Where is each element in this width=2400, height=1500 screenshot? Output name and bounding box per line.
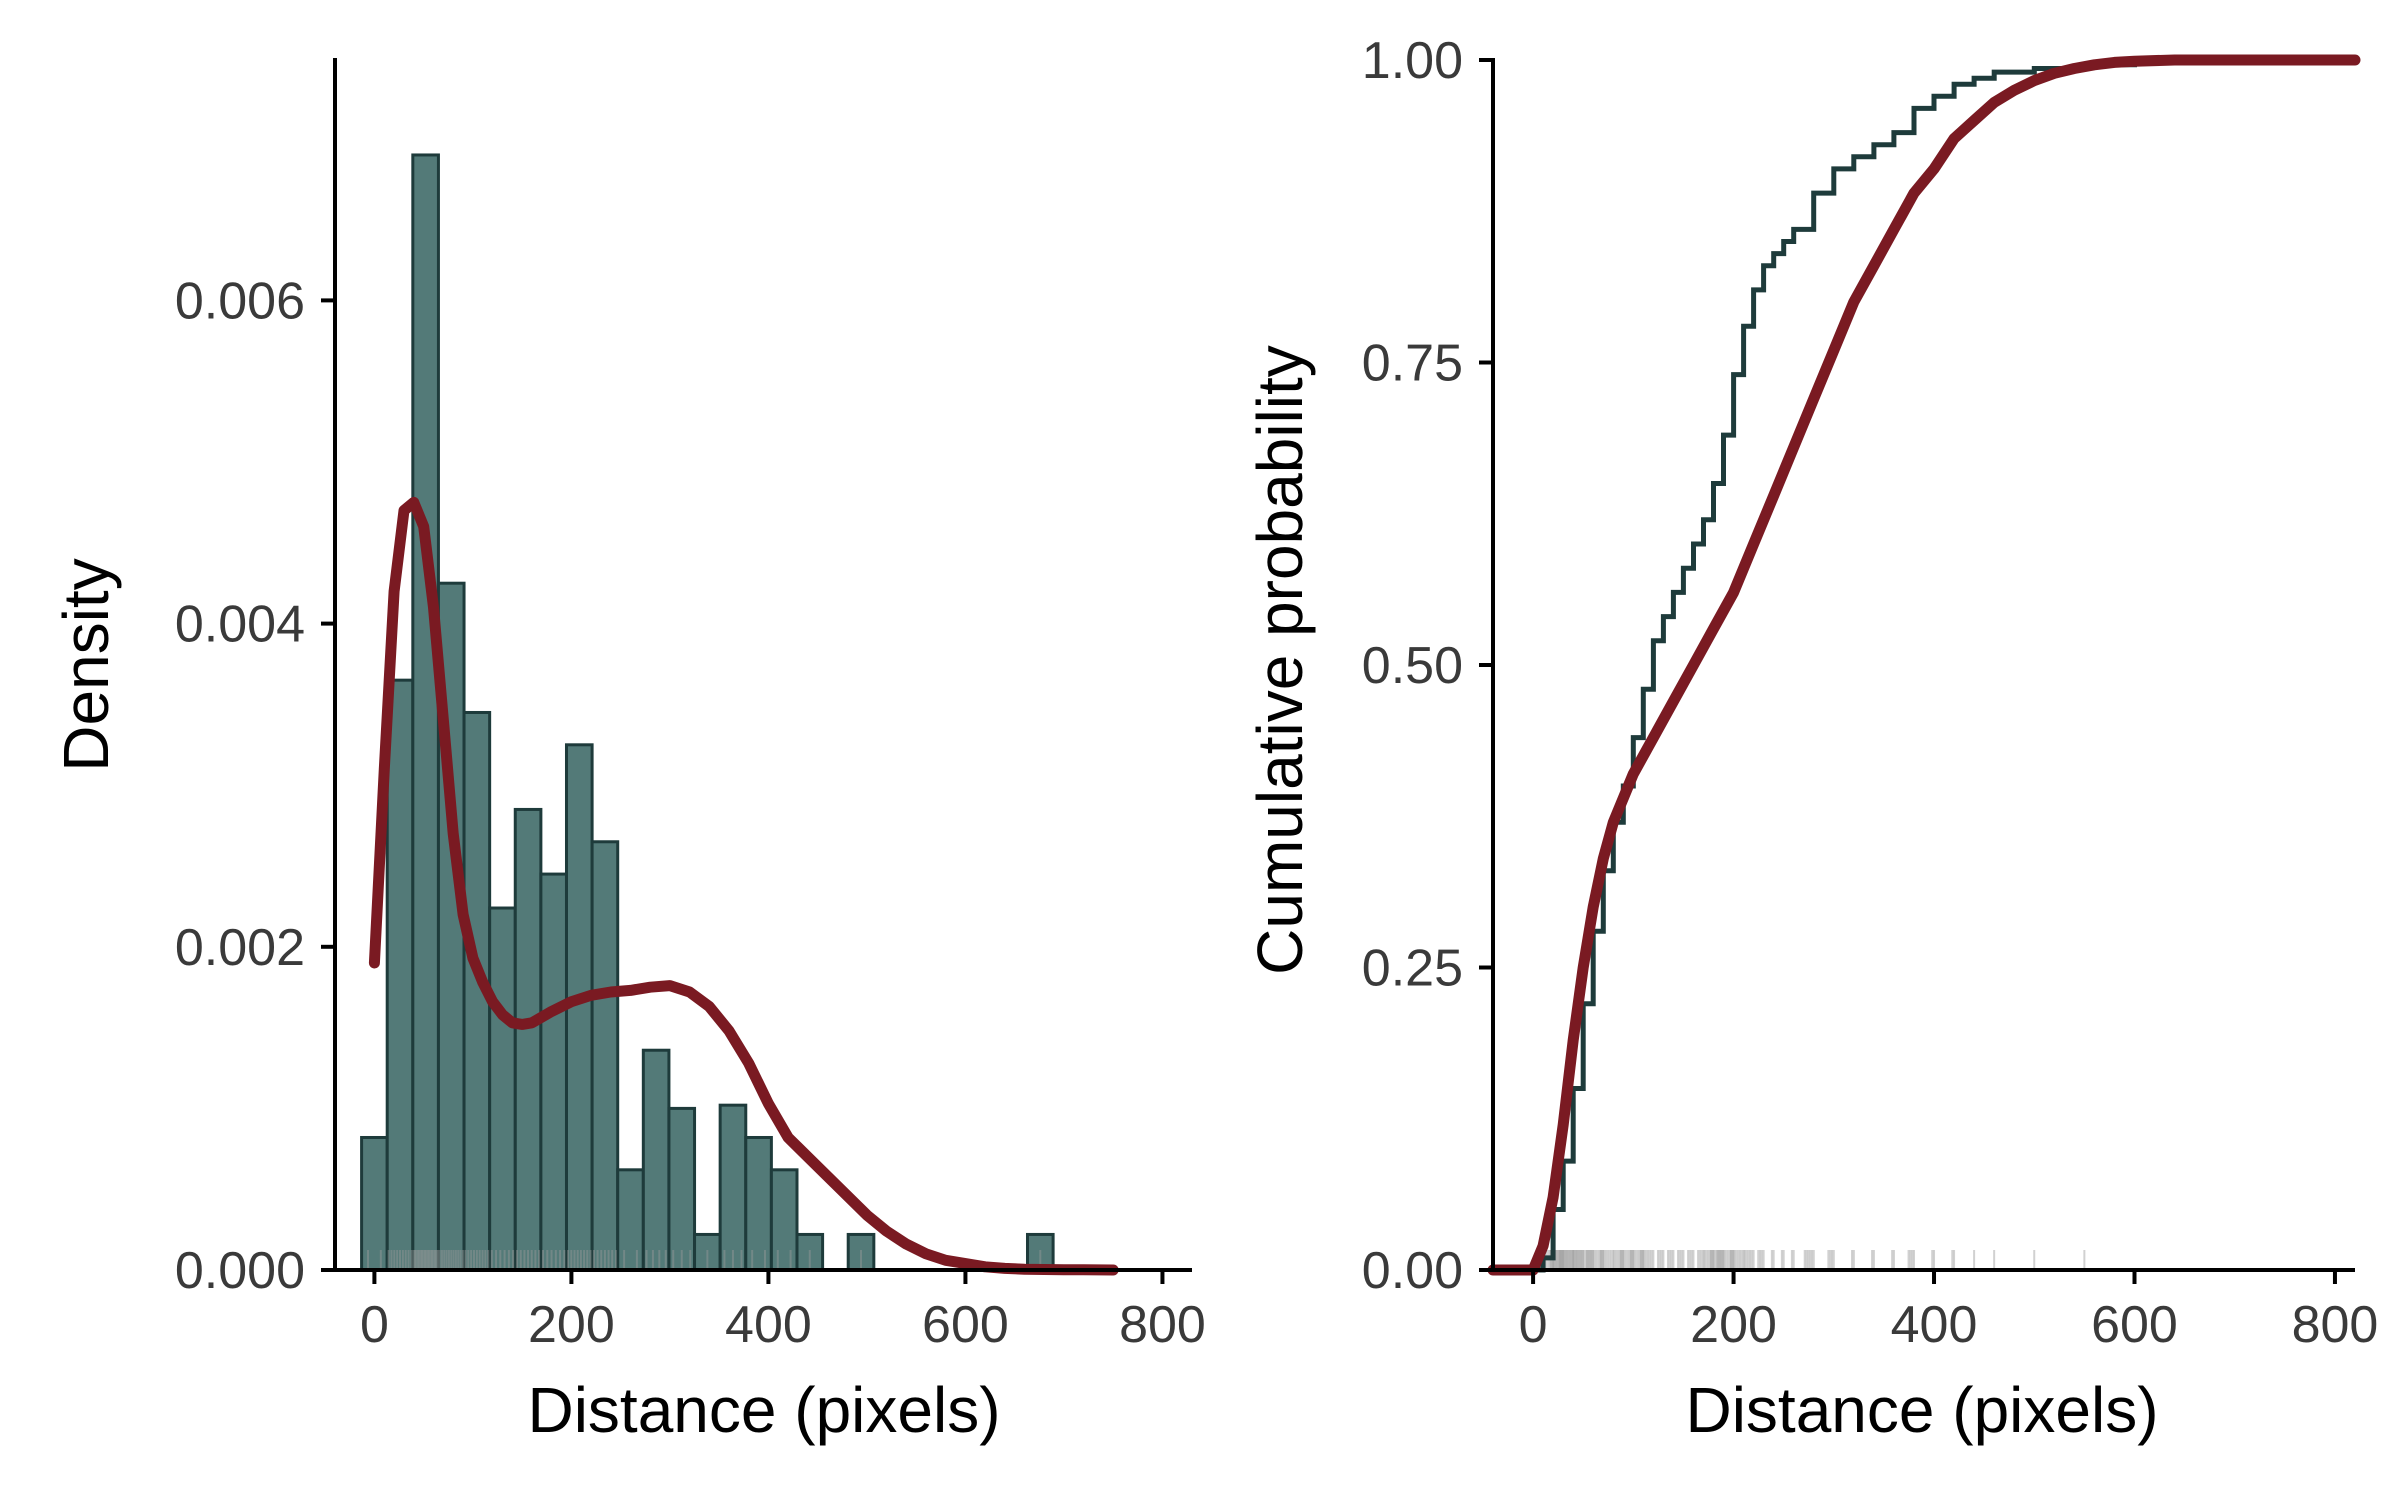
histogram-y-axis-label: Density	[50, 558, 122, 771]
ecdf-x-axis-label: Distance (pixels)	[1685, 1374, 2158, 1446]
ecdf-y-tick-label: 0.00	[1362, 1242, 1463, 1300]
ecdf-lines	[1487, 54, 2361, 1276]
histogram-bar	[411, 153, 440, 1272]
histogram-axes: 0 200 400 600 800 0.000 0.002 0.004 0.006	[175, 58, 1206, 1354]
histogram-y-tick-label: 0.002	[175, 919, 305, 977]
ecdf-x-tick-label: 800	[2292, 1296, 2379, 1354]
ecdf-panel: 0 200 400 600 800 0.00 0.25 0.50 0.75 1.00 Distan…	[1244, 32, 2378, 1446]
theoretical-cdf-line	[1487, 54, 2361, 1276]
ecdf-rug	[1539, 1250, 2086, 1270]
ecdf-x-tick-label: 400	[1891, 1296, 1978, 1354]
ecdf-y-tick-label: 0.50	[1362, 637, 1463, 695]
histogram-x-tick-label: 400	[725, 1296, 812, 1354]
ecdf-step-line	[1493, 57, 2355, 1273]
ecdf-x-tick-label: 600	[2091, 1296, 2178, 1354]
histogram-y-tick-label: 0.004	[175, 596, 305, 654]
ecdf-y-tick-label: 1.00	[1362, 32, 1463, 90]
histogram-bar	[488, 906, 517, 1272]
ecdf-y-tick-label: 0.75	[1362, 335, 1463, 393]
histogram-bar	[641, 1048, 671, 1272]
histogram-x-tick-label: 600	[922, 1296, 1009, 1354]
histogram-bar	[590, 840, 620, 1272]
density-curve-group	[368, 496, 1119, 1276]
histogram-bar	[769, 1168, 799, 1272]
ecdf-x-tick-label: 0	[1519, 1296, 1548, 1354]
histogram-x-tick-label: 800	[1119, 1296, 1206, 1354]
histogram-panel: 0 200 400 600 800 0.000 0.002 0.004 0.006 Distan…	[50, 58, 1206, 1446]
histogram-bar	[360, 1135, 389, 1272]
ecdf-axes: 0 200 400 600 800 0.00 0.25 0.50 0.75 1.00	[1362, 32, 2379, 1354]
histogram-bar	[539, 872, 568, 1272]
histogram-bar	[616, 1168, 645, 1272]
histogram-bar	[513, 807, 543, 1272]
histogram-bar	[744, 1135, 773, 1272]
histogram-y-tick-label: 0.006	[175, 272, 305, 330]
histogram-bar	[667, 1106, 697, 1272]
histogram-y-tick-label: 0.000	[175, 1242, 305, 1300]
histogram-x-tick-label: 200	[528, 1296, 615, 1354]
histogram-x-axis-label: Distance (pixels)	[527, 1374, 1000, 1446]
histogram-bar	[846, 1232, 876, 1272]
histogram-bar	[718, 1103, 748, 1272]
ecdf-y-tick-label: 0.25	[1362, 940, 1463, 998]
histogram-rug	[366, 1250, 1042, 1270]
histogram-bars	[360, 153, 1055, 1272]
ecdf-x-tick-label: 200	[1690, 1296, 1777, 1354]
ecdf-y-axis-label: Cumulative probability	[1244, 345, 1316, 975]
histogram-x-tick-label: 0	[360, 1296, 389, 1354]
density-curve	[368, 496, 1119, 1276]
histogram-bar	[385, 678, 415, 1272]
